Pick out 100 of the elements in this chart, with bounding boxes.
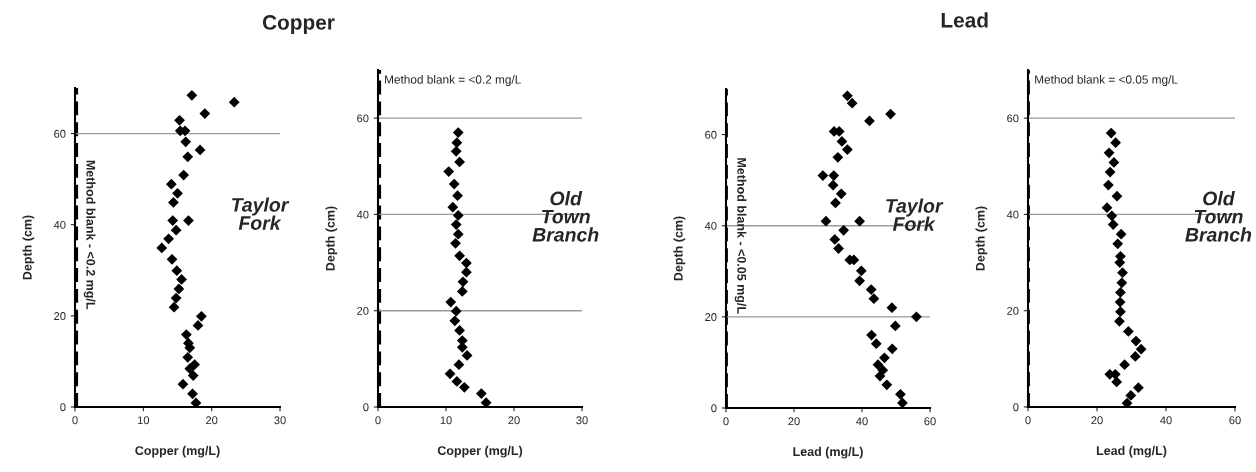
point — [829, 234, 841, 245]
point — [1115, 287, 1126, 298]
point — [166, 253, 178, 265]
point — [170, 224, 182, 236]
point — [182, 351, 194, 363]
point — [828, 170, 840, 181]
y-tick-label: 60 — [357, 114, 369, 123]
y-tick-label: 0 — [711, 404, 717, 413]
x-tick-label: 20 — [206, 416, 218, 425]
point — [1115, 306, 1126, 318]
y-tick-label: 60 — [1007, 114, 1019, 123]
point — [452, 190, 463, 202]
point — [480, 397, 492, 407]
point — [827, 179, 839, 191]
point — [1110, 137, 1122, 149]
annotation: Old Town Branch — [532, 191, 599, 242]
point — [1105, 127, 1117, 139]
point — [181, 329, 192, 340]
point — [1135, 343, 1147, 355]
point — [183, 215, 194, 226]
annotation: Old Town Branch — [1185, 191, 1252, 242]
y-tick-label: 40 — [53, 220, 66, 229]
point — [836, 136, 848, 147]
point — [1130, 335, 1142, 347]
ref-line-label: Method blank = <0.2 mg/L — [385, 75, 521, 87]
point — [228, 96, 240, 108]
x-tick-label: 20 — [508, 416, 520, 425]
point — [178, 169, 190, 181]
point — [820, 215, 832, 227]
point — [461, 266, 472, 278]
point — [1119, 359, 1130, 371]
point — [461, 257, 472, 269]
x-tick-label: 0 — [72, 416, 78, 425]
x-tick-label: 0 — [1025, 416, 1031, 425]
x-tick-label: 40 — [1160, 416, 1172, 425]
point — [450, 305, 462, 317]
point — [182, 151, 194, 163]
point — [167, 215, 179, 226]
point — [444, 368, 456, 380]
point — [889, 320, 901, 332]
point — [872, 359, 884, 371]
x-tick-label: 10 — [138, 416, 150, 425]
point — [174, 114, 185, 126]
point — [450, 237, 461, 249]
point — [1116, 277, 1128, 289]
point — [448, 178, 460, 190]
point — [451, 376, 463, 387]
x-tick-label: 30 — [274, 416, 286, 425]
point — [187, 370, 199, 381]
point — [454, 156, 465, 168]
point — [186, 89, 198, 101]
ref-line-label: Method blank - <0.2 mg/L — [83, 160, 96, 310]
y-tick-label: 20 — [1007, 306, 1019, 315]
point — [1112, 238, 1124, 250]
ref-line-label: Method blank = <0.05 mg/L — [1035, 75, 1178, 87]
x-axis-title: Copper (mg/L) — [135, 445, 220, 458]
point — [1133, 382, 1144, 394]
point — [911, 311, 922, 323]
point — [1108, 157, 1120, 168]
point — [168, 301, 180, 313]
point — [173, 283, 185, 295]
point — [879, 352, 890, 364]
point — [443, 166, 455, 177]
x-tick-label: 0 — [375, 416, 381, 425]
x-tick-label: 60 — [924, 417, 936, 426]
y-tick-label: 60 — [54, 129, 66, 138]
y-tick-label: 20 — [705, 313, 717, 321]
point — [454, 250, 465, 262]
x-axis-title: Lead (mg/L) — [1096, 445, 1167, 458]
y-tick-label: 20 — [357, 306, 369, 315]
point — [1101, 202, 1113, 214]
point — [165, 178, 177, 190]
y-tick-label: 40 — [1006, 210, 1019, 219]
x-tick-label: 60 — [1229, 416, 1241, 425]
point — [457, 276, 469, 288]
point — [199, 108, 211, 119]
point — [156, 242, 168, 254]
point — [1104, 166, 1116, 178]
point — [1115, 228, 1127, 240]
point — [1123, 326, 1134, 337]
x-tick-label: 20 — [788, 417, 800, 426]
y-tick-label: 40 — [356, 210, 369, 219]
y-axis-title: Depth (cm) — [975, 206, 988, 271]
point — [833, 243, 844, 254]
point — [895, 388, 906, 400]
x-axis-title: Copper (mg/L) — [437, 445, 523, 458]
point — [865, 284, 877, 295]
point — [1107, 219, 1119, 230]
y-axis-title: Depth (cm) — [325, 206, 338, 271]
point — [452, 210, 464, 221]
point — [452, 228, 464, 240]
point — [855, 265, 867, 277]
point — [1106, 210, 1118, 222]
point — [452, 127, 464, 138]
y-tick-label: 0 — [60, 403, 66, 412]
x-axis-title: Lead (mg/L) — [793, 446, 863, 459]
point — [450, 219, 462, 230]
annotation: Taylor Fork — [232, 197, 290, 230]
point — [842, 144, 853, 155]
point — [176, 274, 187, 285]
